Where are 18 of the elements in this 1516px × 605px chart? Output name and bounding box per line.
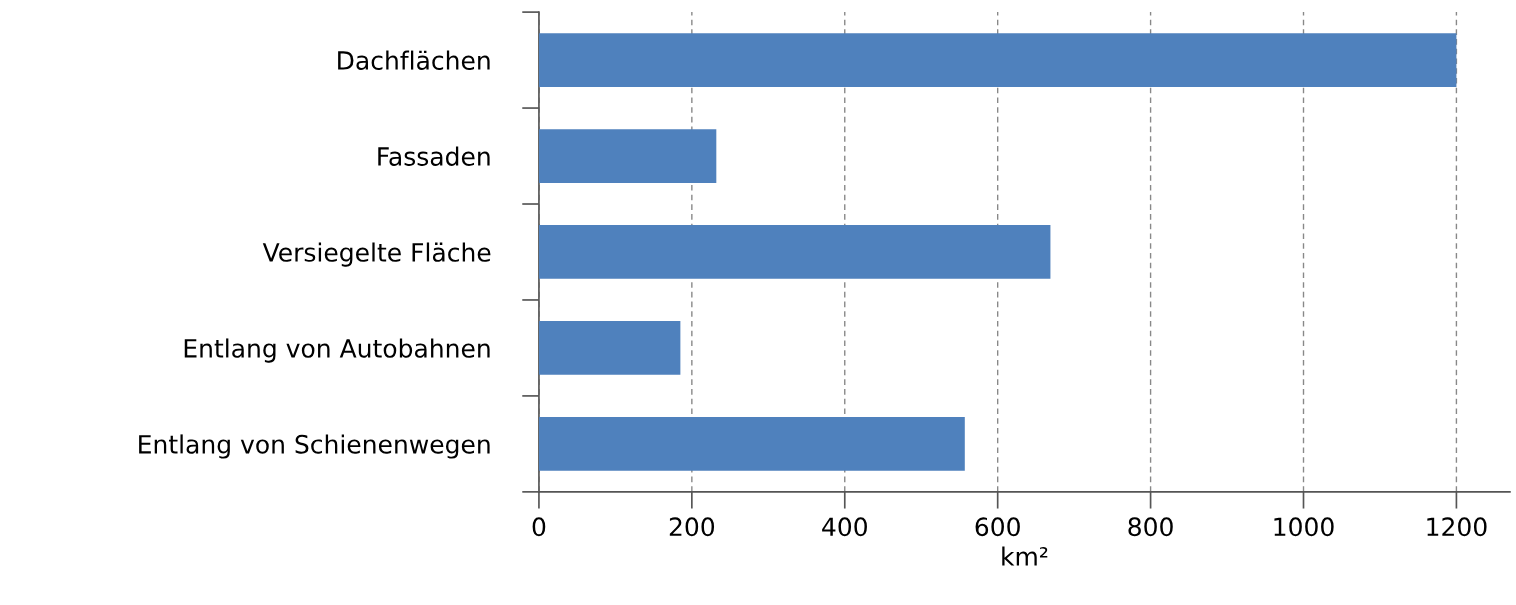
bar: [538, 129, 717, 183]
bar: [538, 321, 681, 375]
bar: [538, 225, 1051, 279]
bar: [538, 417, 965, 471]
x-tick-label: 1200: [1427, 517, 1487, 537]
y-tick-label: Fassaden: [378, 146, 490, 166]
x-tick-label: 600: [975, 517, 1020, 537]
y-tick-label: Dachflächen: [338, 50, 490, 70]
x-tick-label: 800: [1128, 517, 1173, 537]
y-tick-label: Entlang von Schienenwegen: [139, 434, 490, 459]
x-tick-label: 1000: [1274, 517, 1334, 537]
x-tick-label: 0: [532, 517, 546, 537]
y-tick-label: Entlang von Autobahnen: [184, 338, 490, 363]
x-axis-title: km²: [1002, 546, 1048, 566]
bar: [538, 33, 1457, 87]
x-tick-label: 400: [822, 517, 867, 537]
y-tick-label: Versiegelte Fläche: [262, 242, 491, 267]
x-tick-label: 200: [669, 517, 715, 537]
